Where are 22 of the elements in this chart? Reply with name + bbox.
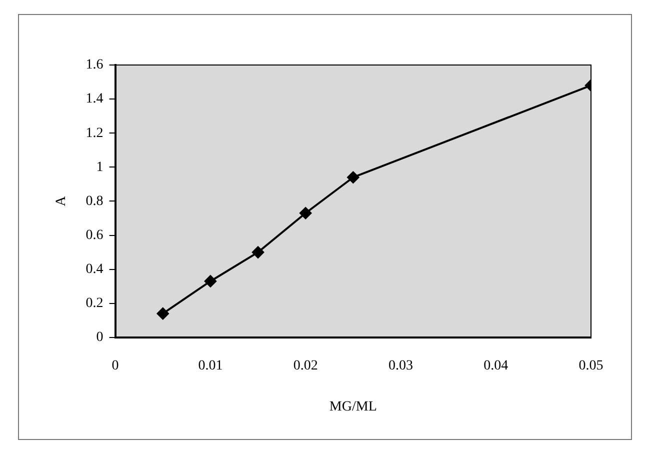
point (156, 308, 169, 320)
point (252, 246, 264, 258)
y-axis-title: A (54, 195, 70, 206)
y-tick-label: 0.4 (86, 262, 104, 277)
point (204, 275, 216, 288)
x-tick-label: 0.02 (293, 358, 318, 374)
x-tick-label: 0.04 (484, 358, 508, 374)
x-axis-title: MG/ML (329, 399, 377, 414)
x-tick-label: 0.05 (578, 358, 604, 374)
y-tick-label: 1.2 (86, 126, 104, 141)
point (300, 207, 312, 220)
x-tick-label: 0 (112, 358, 119, 374)
x-tick-label: 0.01 (198, 358, 223, 374)
y-tick-label: 0.2 (86, 296, 104, 312)
y-tick-label: 1.4 (86, 92, 104, 107)
y-tick-label: 0.8 (86, 194, 104, 209)
y-tick-label: 0.6 (86, 228, 104, 243)
point (347, 171, 360, 184)
y-tick-label: 1 (96, 160, 104, 175)
x-tick-label: 0.03 (388, 358, 413, 374)
y-tick-label: 1.6 (86, 58, 104, 73)
y-tick-label: 0 (96, 330, 104, 346)
